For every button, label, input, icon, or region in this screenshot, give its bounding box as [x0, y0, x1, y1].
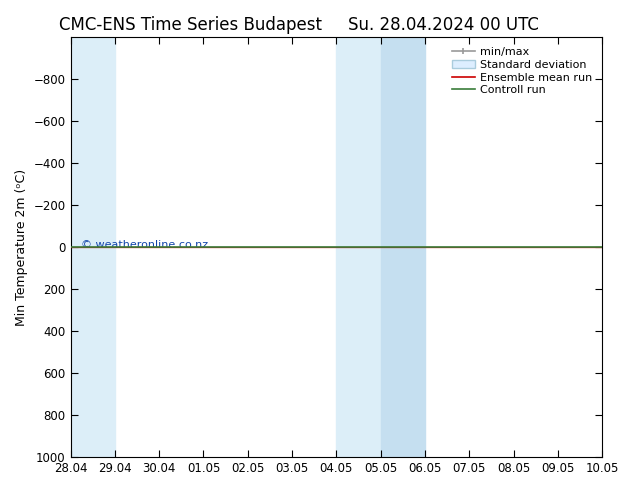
Text: © weatheronline.co.nz: © weatheronline.co.nz	[81, 240, 209, 250]
Bar	[70, 37, 115, 457]
Text: CMC-ENS Time Series Budapest: CMC-ENS Time Series Budapest	[59, 16, 321, 34]
Bar	[337, 37, 381, 457]
Text: Su. 28.04.2024 00 UTC: Su. 28.04.2024 00 UTC	[348, 16, 540, 34]
Bar	[381, 37, 425, 457]
Y-axis label: Min Temperature 2m (ᵒC): Min Temperature 2m (ᵒC)	[15, 169, 28, 326]
Legend: min/max, Standard deviation, Ensemble mean run, Controll run: min/max, Standard deviation, Ensemble me…	[448, 43, 597, 100]
